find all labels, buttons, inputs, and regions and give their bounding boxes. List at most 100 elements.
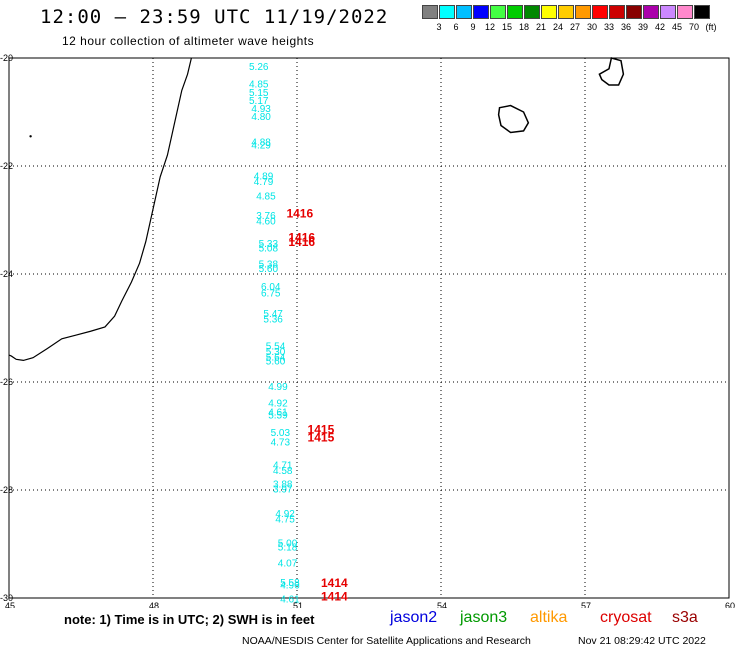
color-swatch xyxy=(592,5,608,19)
wave-height-label: 4.80 xyxy=(251,112,271,123)
wave-height-label: 5.54 xyxy=(266,342,286,353)
wave-height-label: 4.61 xyxy=(280,594,300,605)
wave-height-label: 4.71 xyxy=(273,460,293,471)
color-scale-tick-label: (ft) xyxy=(705,22,717,32)
wave-height-label: 5.18 xyxy=(278,542,298,553)
wave-height-label: 6.75 xyxy=(261,289,281,300)
wave-height-label: 4.99 xyxy=(268,382,288,393)
latitude-label: -20 xyxy=(0,53,13,63)
wave-height-label: 4.58 xyxy=(273,466,293,477)
wave-height-label: 5.60 xyxy=(266,357,286,368)
wave-height-label: 4.92 xyxy=(275,509,295,520)
wave-height-label: 5.30 xyxy=(266,347,286,358)
pass-time-label: 1415 xyxy=(308,422,335,436)
legend-altika: altika xyxy=(530,609,568,626)
pass-time-label: 1416 xyxy=(288,235,315,249)
wave-height-label: 5.64 xyxy=(266,352,286,363)
color-scale-tick-label: 70 xyxy=(688,22,699,32)
color-swatch xyxy=(558,5,574,19)
color-swatch xyxy=(677,5,693,19)
reunion-island xyxy=(497,104,530,134)
wave-height-label: 4.75 xyxy=(275,514,295,525)
longitude-label: 48 xyxy=(149,601,159,608)
wave-height-label: 3.76 xyxy=(256,211,276,222)
wave-height-map: 45 48 51 54 57 60-20-22-24-26-28-305.264.855.… xyxy=(0,53,735,608)
color-swatch xyxy=(609,5,625,19)
wave-height-label: 4.92 xyxy=(268,398,288,409)
color-swatch xyxy=(524,5,540,19)
color-scale-tick-label: 12 xyxy=(484,22,495,32)
color-swatch xyxy=(541,5,557,19)
footnote: note: 1) Time is in UTC; 2) SWH is in fe… xyxy=(64,612,315,627)
map-title: 12:00 – 23:59 UTC 11/19/2022 xyxy=(40,6,389,28)
legend-s3a: s3a xyxy=(672,609,698,626)
color-scale-tick-label: 3 xyxy=(436,22,442,32)
pass-time-label: 1414 xyxy=(321,590,348,604)
wave-height-label: 5.15 xyxy=(249,88,269,99)
wave-height-label: 4.89 xyxy=(254,172,274,183)
wave-height-label: 4.85 xyxy=(256,191,276,202)
wave-height-label: 5.17 xyxy=(249,96,269,107)
color-swatch xyxy=(660,5,676,19)
wave-height-label: 4.79 xyxy=(254,177,274,188)
longitude-label: 54 xyxy=(437,601,447,608)
wave-height-label: 5.08 xyxy=(259,243,279,254)
color-scale-tick-label: 9 xyxy=(470,22,476,32)
latitude-label: -22 xyxy=(0,161,13,171)
longitude-label: 57 xyxy=(581,601,591,608)
wave-height-label: 5.03 xyxy=(271,428,291,439)
madagascar-coastline xyxy=(8,57,192,362)
wave-height-label: 4.93 xyxy=(251,104,271,115)
color-scale-tick-label: 45 xyxy=(671,22,682,32)
color-swatch xyxy=(694,5,710,19)
color-swatch xyxy=(490,5,506,19)
wave-height-label: 5.47 xyxy=(263,309,283,320)
wave-height-label: 5.59 xyxy=(268,411,288,422)
color-scale-tick-label: 15 xyxy=(501,22,512,32)
color-swatch xyxy=(473,5,489,19)
wave-height-label: 5.26 xyxy=(249,62,269,73)
wave-height-label: 5.60 xyxy=(259,264,279,275)
color-scale-tick-label: 27 xyxy=(569,22,580,32)
wave-height-label: 4.88 xyxy=(251,137,271,148)
wave-height-label: 5.36 xyxy=(263,315,283,326)
wave-height-label: 5.58 xyxy=(280,578,300,589)
footer-timestamp: Nov 21 08:29:42 UTC 2022 xyxy=(578,635,706,647)
legend-jason3: jason3 xyxy=(460,609,508,626)
pass-time-label: 1416 xyxy=(286,206,313,220)
color-scale-tick-label: 18 xyxy=(518,22,529,32)
mauritius-island xyxy=(598,57,625,86)
latitude-label: -26 xyxy=(0,377,13,387)
color-swatch xyxy=(439,5,455,19)
latitude-label: -24 xyxy=(0,269,13,279)
latitude-label: -28 xyxy=(0,485,13,495)
longitude-label: 51 xyxy=(293,601,303,608)
latitude-label: -30 xyxy=(0,593,13,603)
wave-height-label: 4.85 xyxy=(249,80,269,91)
footer-credit: NOAA/NESDIS Center for Satellite Applica… xyxy=(242,635,531,647)
color-scale-bar xyxy=(422,5,711,19)
color-scale-tick-label: 24 xyxy=(552,22,563,32)
color-swatch xyxy=(575,5,591,19)
color-swatch xyxy=(643,5,659,19)
wave-height-label: 4.07 xyxy=(278,559,298,570)
longitude-label: 45 xyxy=(5,601,15,608)
map-frame xyxy=(8,57,730,599)
color-scale-tick-label: 39 xyxy=(637,22,648,32)
pass-time-label: 1414 xyxy=(321,576,348,590)
color-scale-tick-label: 42 xyxy=(654,22,665,32)
wave-height-label: 5.38 xyxy=(259,260,279,271)
wave-height-label: 4.29 xyxy=(251,141,271,152)
wave-height-label: 3.97 xyxy=(273,485,293,496)
color-scale-tick-label: 21 xyxy=(535,22,546,32)
color-scale-tick-label: 33 xyxy=(603,22,614,32)
map-subtitle: 12 hour collection of altimeter wave hei… xyxy=(62,34,315,48)
wave-height-label: 4.60 xyxy=(256,216,276,227)
islet xyxy=(29,135,32,138)
wave-height-label: 4.73 xyxy=(271,438,291,449)
legend-cryosat: cryosat xyxy=(600,609,652,626)
wave-height-label: 5.00 xyxy=(278,539,298,550)
legend-jason2: jason2 xyxy=(390,609,438,626)
wave-height-label: 4.96 xyxy=(280,580,300,591)
wave-height-label: 5.33 xyxy=(259,239,279,250)
